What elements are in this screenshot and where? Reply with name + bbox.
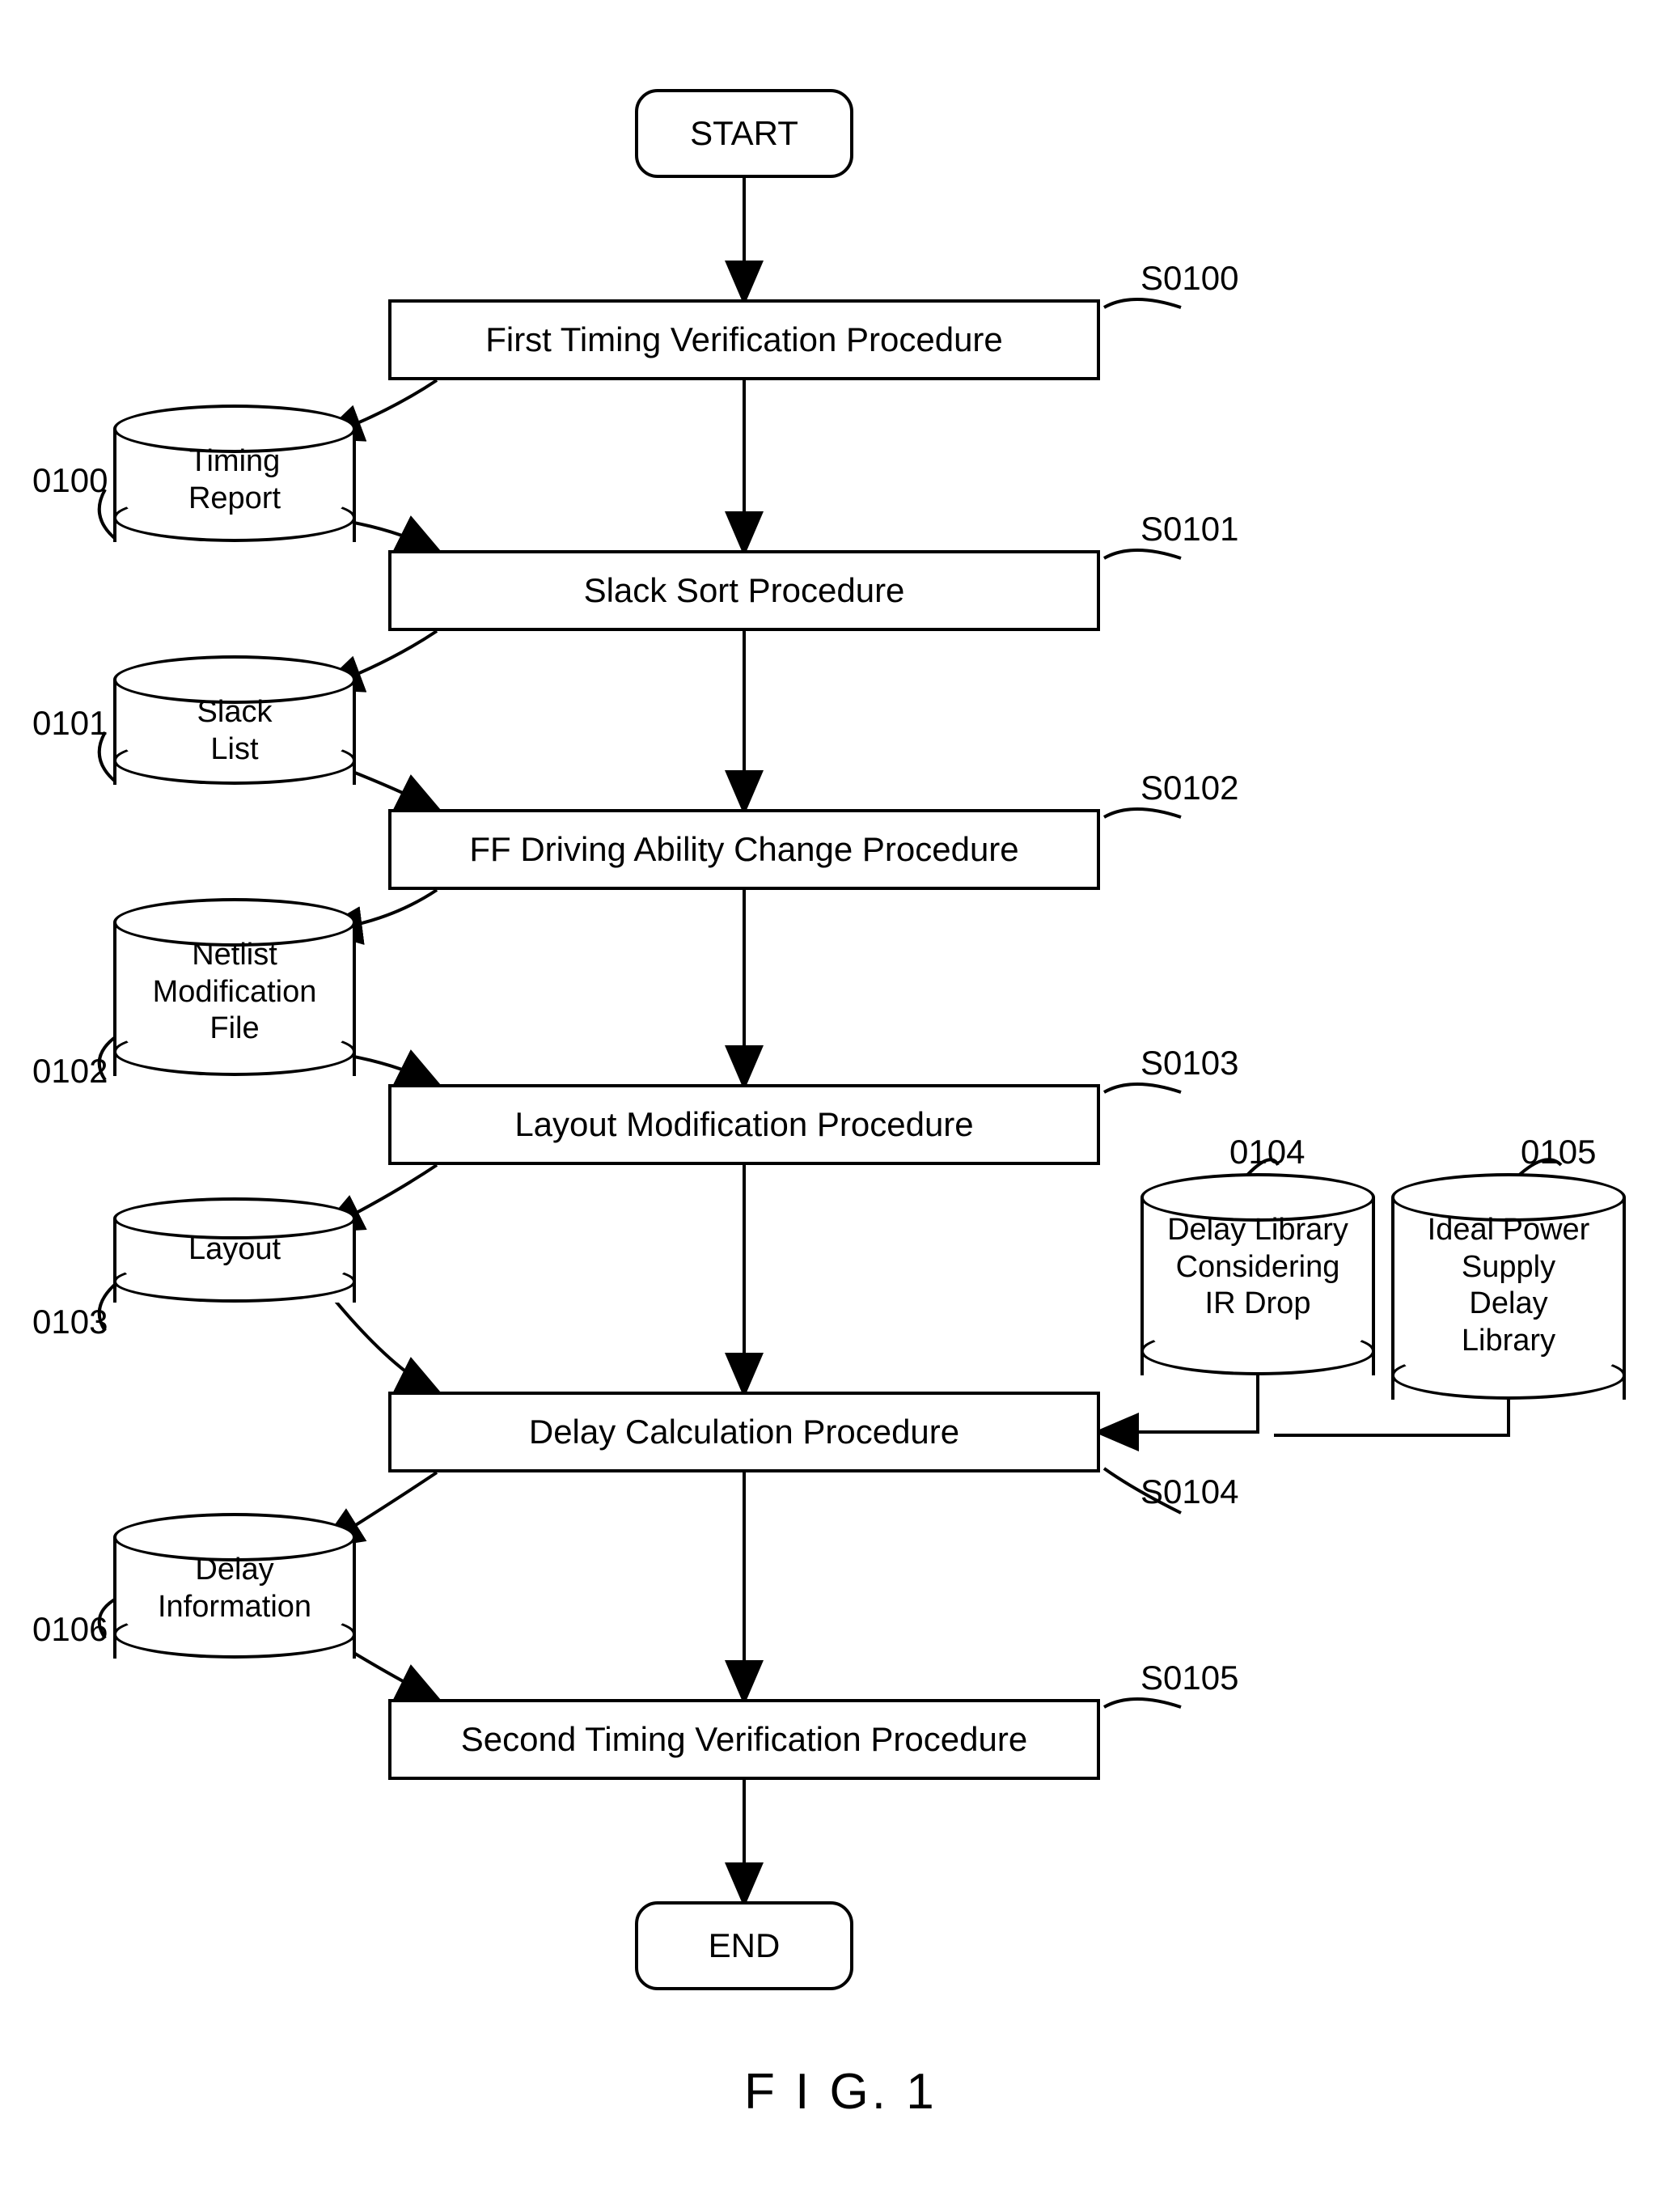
ref-d0102: 0102 bbox=[32, 1052, 108, 1091]
datastore-d0103: Layout bbox=[113, 1197, 356, 1303]
start-terminal: START bbox=[635, 89, 853, 178]
ref-s0100: S0100 bbox=[1140, 259, 1238, 298]
process-s0103: Layout Modification Procedure bbox=[388, 1084, 1100, 1165]
datastore-d0102: NetlistModificationFile bbox=[113, 898, 356, 1076]
datastore-d0100-label: TimingReport bbox=[113, 443, 356, 517]
datastore-d0106-label: DelayInformation bbox=[113, 1552, 356, 1625]
datastore-d0101-label: SlackList bbox=[113, 694, 356, 768]
datastore-d0102-label: NetlistModificationFile bbox=[113, 937, 356, 1048]
figure-container: F I G. 1 START END First Timing Verificati… bbox=[32, 32, 1648, 2167]
process-s0102: FF Driving Ability Change Procedure bbox=[388, 809, 1100, 890]
datastore-d0105: Ideal PowerSupplyDelayLibrary bbox=[1391, 1173, 1626, 1400]
ref-d0106: 0106 bbox=[32, 1610, 108, 1649]
ref-s0102: S0102 bbox=[1140, 769, 1238, 807]
process-s0104: Delay Calculation Procedure bbox=[388, 1392, 1100, 1472]
ref-d0101: 0101 bbox=[32, 704, 108, 743]
process-s0101: Slack Sort Procedure bbox=[388, 550, 1100, 631]
process-s0105: Second Timing Verification Procedure bbox=[388, 1699, 1100, 1780]
datastore-d0101: SlackList bbox=[113, 655, 356, 785]
ref-d0100: 0100 bbox=[32, 461, 108, 500]
datastore-d0100: TimingReport bbox=[113, 405, 356, 542]
ref-s0101: S0101 bbox=[1140, 510, 1238, 549]
ref-s0103: S0103 bbox=[1140, 1044, 1238, 1083]
ref-d0105: 0105 bbox=[1521, 1133, 1596, 1172]
datastore-d0105-label: Ideal PowerSupplyDelayLibrary bbox=[1391, 1212, 1626, 1359]
ref-d0104: 0104 bbox=[1229, 1133, 1305, 1172]
datastore-d0103-label: Layout bbox=[113, 1231, 356, 1269]
end-terminal: END bbox=[635, 1901, 853, 1990]
ref-s0105: S0105 bbox=[1140, 1659, 1238, 1697]
ref-d0103: 0103 bbox=[32, 1303, 108, 1341]
datastore-d0104-label: Delay LibraryConsideringIR Drop bbox=[1140, 1212, 1375, 1323]
datastore-d0106: DelayInformation bbox=[113, 1513, 356, 1659]
ref-s0104: S0104 bbox=[1140, 1472, 1238, 1511]
datastore-d0104: Delay LibraryConsideringIR Drop bbox=[1140, 1173, 1375, 1375]
figure-caption: F I G. 1 bbox=[744, 2063, 937, 2121]
process-s0100: First Timing Verification Procedure bbox=[388, 299, 1100, 380]
